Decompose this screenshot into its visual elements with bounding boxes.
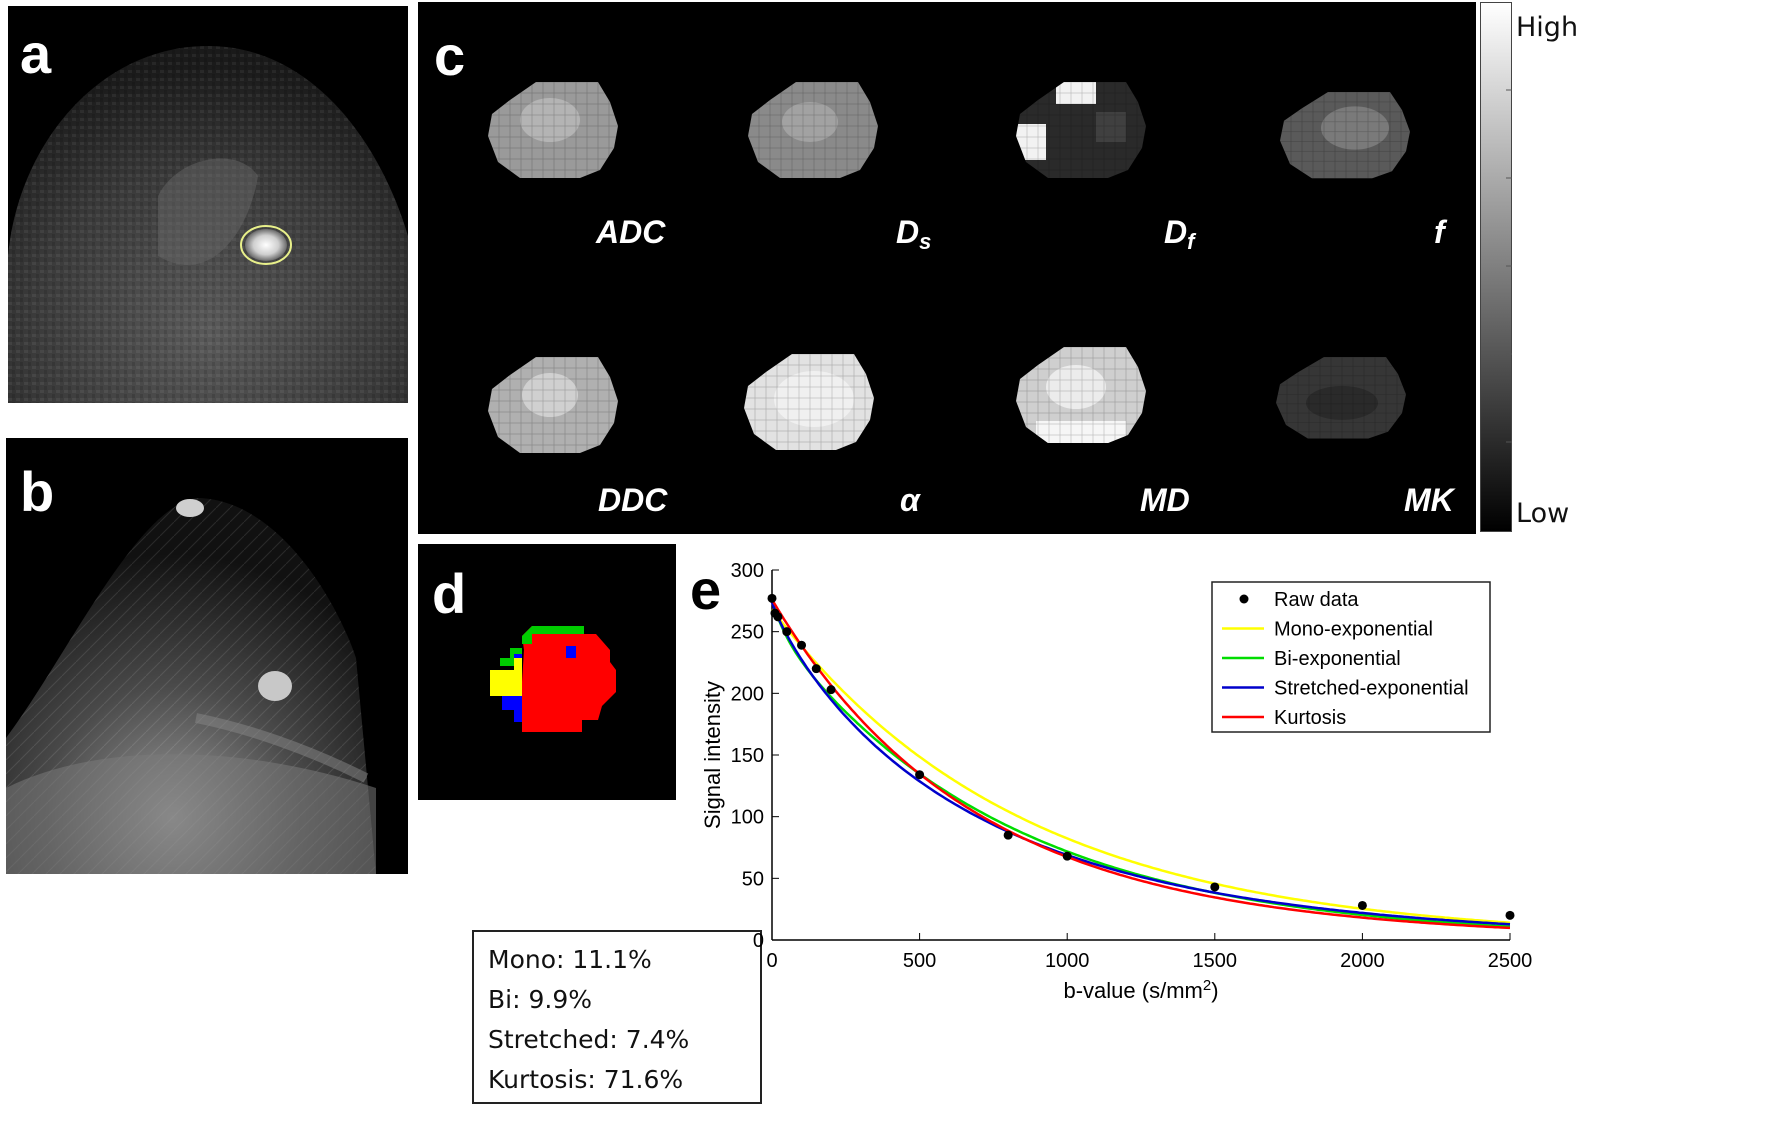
map-label-adc: ADC [596, 214, 666, 250]
curve-kurtosis [770, 598, 1511, 930]
pct-bi: Bi: 9.9% [488, 985, 592, 1014]
panel-b-mip-image: b [6, 438, 408, 874]
map-alpha [744, 354, 874, 450]
panel-a-dwi-image: a [8, 6, 408, 403]
legend-entry-label: Mono-exponential [1274, 619, 1433, 641]
map-label-md: MD [1140, 482, 1190, 518]
raw-data-point [1210, 882, 1220, 892]
panel-label-e: e [690, 558, 722, 621]
legend-entry-label: Stretched-exponential [1274, 678, 1469, 700]
raw-data-point [773, 612, 783, 622]
y-tick-label: 300 [731, 560, 764, 582]
map-label-f: f [1434, 214, 1445, 250]
raw-data-point [797, 640, 807, 650]
y-tick-label: 150 [731, 745, 764, 767]
y-tick-label: 250 [731, 622, 764, 644]
map-label-ds: Ds [896, 214, 932, 254]
parameter-maps [488, 82, 1410, 453]
x-tick-label: 500 [903, 950, 936, 972]
legend-entry-label: Kurtosis [1274, 707, 1346, 729]
map-mk [1276, 357, 1406, 439]
map-ds [748, 82, 878, 178]
signal-decay-chart: 0 500 1000 1500 2000 2500 0 50 100 150 200 250 300 b-… [700, 560, 1533, 1004]
raw-data-point [915, 770, 925, 780]
map-adc [488, 82, 618, 178]
map-label-mk: MK [1404, 482, 1454, 518]
colorbar-ticks [1506, 89, 1512, 443]
map-label-ddc: DDC [598, 482, 668, 518]
y-tick-label: 100 [731, 807, 764, 829]
pct-kurtosis: Kurtosis: 71.6% [488, 1065, 684, 1094]
y-tick-label: 50 [742, 868, 764, 890]
y-axis-label: Signal intensity [700, 681, 725, 829]
map-label-df: Df [1164, 214, 1195, 254]
model-percentages-box: Mono: 11.1% Bi: 9.9% Stretched: 7.4% Kur… [472, 930, 762, 1104]
panel-c-parameter-maps: c ADC Ds Df f DDC α MD MK [418, 2, 1476, 534]
curve-stretched [770, 601, 1511, 926]
legend-marker-raw [1239, 594, 1249, 604]
y-tick-label: 0 [753, 930, 764, 952]
panel-label-d: d [432, 562, 467, 625]
raw-data-point [1357, 900, 1367, 910]
mip-image [6, 498, 376, 874]
segmentation-map [490, 626, 616, 732]
x-tick-label: 2500 [1488, 950, 1533, 972]
raw-data-point [1505, 910, 1515, 920]
panel-d-segmentation-map: d [418, 544, 676, 800]
x-tick-label: 0 [766, 950, 777, 972]
legend-entry-label: Bi-exponential [1274, 648, 1401, 670]
raw-data-point [1003, 830, 1013, 840]
raw-data-point [782, 627, 792, 637]
x-tick-label: 1500 [1193, 950, 1238, 972]
x-axis-label: b-value (s/mm2) [1063, 977, 1218, 1004]
colorbar-low-label: Low [1516, 498, 1570, 529]
panel-label-b: b [20, 460, 55, 523]
map-label-alpha: α [900, 482, 920, 518]
dwi-image [8, 46, 408, 403]
map-f [1280, 92, 1410, 179]
pct-stretched: Stretched: 7.4% [488, 1025, 690, 1054]
raw-data-point [811, 664, 821, 674]
x-tick-label: 2000 [1340, 950, 1385, 972]
panel-label-a: a [20, 22, 52, 85]
raw-data-point [767, 593, 777, 603]
legend-entry-label: Raw data [1274, 589, 1359, 611]
colorbar-high-label: High [1516, 12, 1579, 43]
y-tick-label: 200 [731, 683, 764, 705]
x-tick-label: 1000 [1045, 950, 1090, 972]
pct-mono: Mono: 11.1% [488, 945, 652, 974]
map-ddc [488, 357, 618, 453]
curve-bi [770, 600, 1511, 928]
raw-data-point [826, 685, 836, 695]
panel-label-c: c [434, 24, 466, 87]
curve-mono [771, 608, 1511, 924]
map-df [1016, 82, 1146, 178]
map-md [1016, 347, 1146, 443]
raw-data-point [1062, 851, 1072, 861]
